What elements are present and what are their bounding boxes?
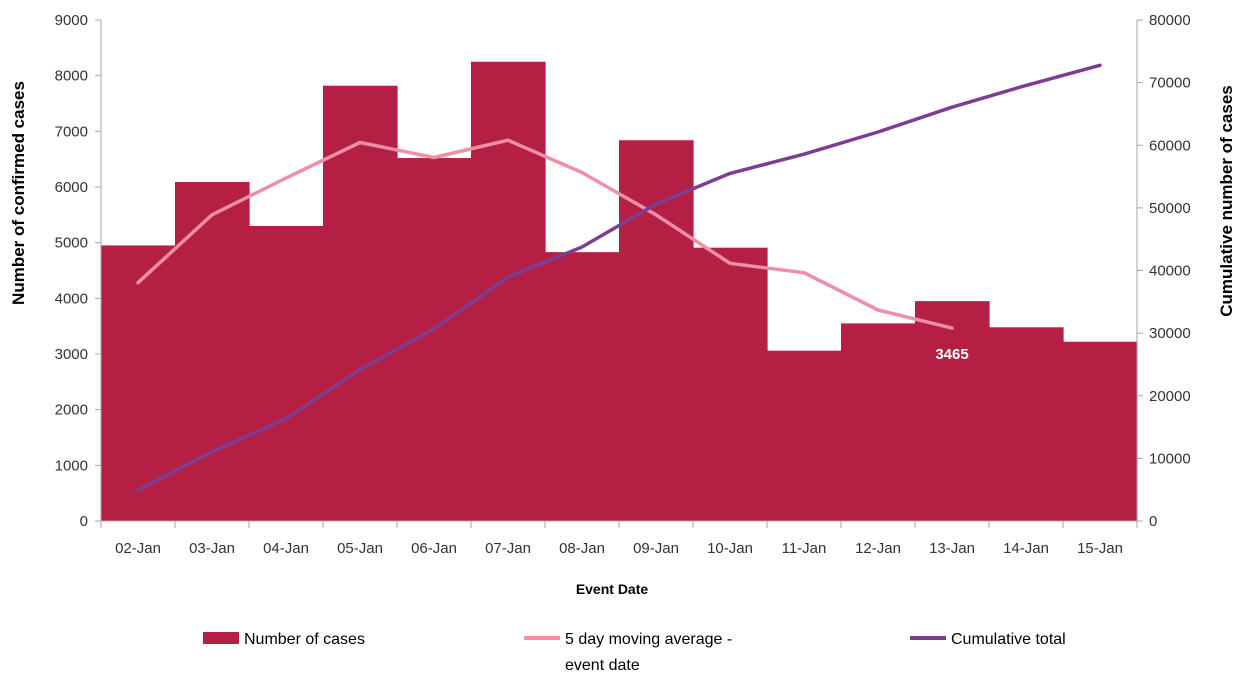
- axes-layer: 0 1000 2000 3000 4000 5000 6000 7000 8000 9000 0 10…: [55, 12, 1191, 557]
- y2-tick-label: 40000: [1149, 263, 1191, 280]
- bar: [841, 323, 916, 521]
- bar: [545, 252, 620, 521]
- labels-layer: 3465: [935, 346, 968, 363]
- x-tick-label: 12-Jan: [855, 540, 901, 557]
- y-tick-label: 5000: [55, 235, 88, 252]
- bar: [175, 181, 250, 522]
- x-tick-label: 13-Jan: [929, 540, 975, 557]
- x-tick-label: 03-Jan: [189, 540, 235, 557]
- x-axis-title: Event Date: [576, 581, 649, 597]
- y2-tick-label: 60000: [1149, 137, 1191, 154]
- y2-tick-label: 0: [1149, 513, 1157, 530]
- x-tick-label: 06-Jan: [411, 540, 457, 557]
- y-axis-title: Number of confirmed cases: [9, 81, 28, 305]
- y2-axis-title: Cumulative number of cases: [1217, 85, 1236, 316]
- y2-tick-label: 30000: [1149, 325, 1191, 342]
- y-tick-label: 0: [80, 513, 88, 530]
- y2-tick-label: 10000: [1149, 450, 1191, 467]
- x-tick-label: 15-Jan: [1077, 540, 1123, 557]
- y-tick-label: 8000: [55, 68, 88, 85]
- bar: [619, 140, 694, 522]
- series-line: [136, 63, 1102, 492]
- bar: [323, 85, 398, 521]
- y2-tick-label: 70000: [1149, 75, 1191, 92]
- y-tick-label: 6000: [55, 179, 88, 196]
- bar: [249, 225, 324, 521]
- y-tick-label: 4000: [55, 290, 88, 307]
- x-tick-label: 04-Jan: [263, 540, 309, 557]
- bar: [915, 301, 990, 521]
- x-tick-label: 02-Jan: [115, 540, 161, 557]
- bars-layer: [101, 61, 1138, 522]
- x-tick-label: 10-Jan: [707, 540, 753, 557]
- y2-tick-label: 80000: [1149, 12, 1191, 29]
- y2-tick-label: 50000: [1149, 200, 1191, 217]
- x-tick-label: 07-Jan: [485, 540, 531, 557]
- y-tick-label: 3000: [55, 346, 88, 363]
- x-tick-label: 11-Jan: [782, 540, 827, 557]
- series-line: [136, 138, 954, 330]
- y-tick-label: 7000: [55, 123, 88, 140]
- bar: [767, 350, 842, 521]
- bar: [397, 158, 472, 521]
- y-tick-label: 2000: [55, 402, 88, 419]
- data-label: 3465: [935, 346, 968, 363]
- bar: [1063, 341, 1138, 521]
- y-tick-label: 9000: [55, 12, 88, 29]
- legend: Number of cases 5 day moving average - eve…: [203, 631, 1066, 674]
- bar: [989, 327, 1064, 521]
- x-tick-label: 05-Jan: [337, 540, 383, 557]
- legend-label: event date: [565, 657, 640, 674]
- bar: [101, 245, 176, 521]
- x-tick-label: 08-Jan: [559, 540, 605, 557]
- bar: [693, 247, 768, 521]
- bar: [471, 61, 546, 521]
- legend-label: Cumulative total: [951, 631, 1066, 648]
- legend-label: Number of cases: [244, 631, 365, 648]
- y2-tick-label: 20000: [1149, 388, 1191, 405]
- lines-layer: [136, 63, 1102, 492]
- x-tick-label: 14-Jan: [1003, 540, 1049, 557]
- legend-swatch: [203, 632, 239, 644]
- x-tick-label: 09-Jan: [633, 540, 679, 557]
- legend-label: 5 day moving average -: [565, 631, 732, 648]
- y-tick-label: 1000: [55, 457, 88, 474]
